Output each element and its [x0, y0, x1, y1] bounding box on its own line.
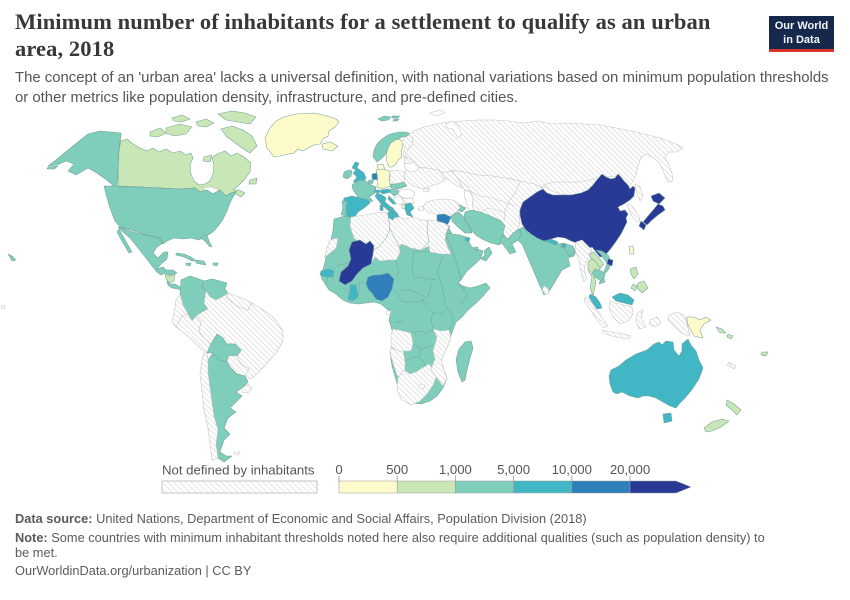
svg-text:Not defined by inhabitants: Not defined by inhabitants: [162, 463, 315, 478]
svg-text:10,000: 10,000: [552, 462, 592, 477]
svg-text:1,000: 1,000: [439, 462, 472, 477]
svg-text:20,000: 20,000: [610, 462, 650, 477]
svg-text:0: 0: [335, 462, 342, 477]
svg-text:500: 500: [386, 462, 408, 477]
svg-text:5,000: 5,000: [497, 462, 530, 477]
